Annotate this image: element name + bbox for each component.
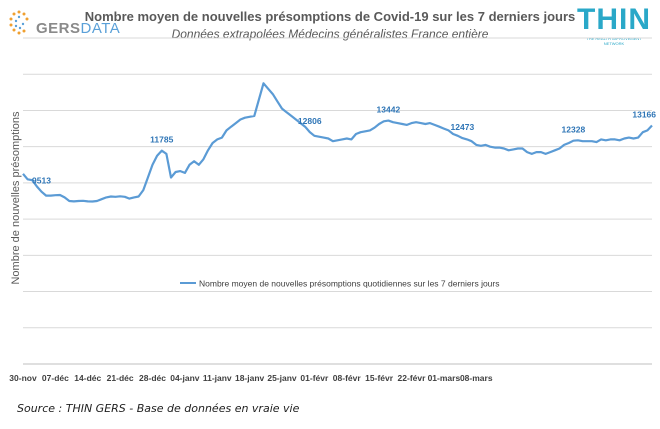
x-tick-label: 25-janv (267, 373, 297, 383)
series-line (22, 82, 653, 203)
x-tick-label: 08-févr (333, 373, 362, 383)
legend: Nombre moyen de nouvelles présomptions q… (180, 279, 500, 289)
x-tick-label: 07-déc (42, 373, 69, 383)
gersdata-logo-text-a: GERS (36, 20, 81, 37)
data-label: 12328 (562, 125, 586, 135)
x-tick-label: 30-nov (9, 373, 37, 383)
x-tick-label: 01-mars (428, 373, 461, 383)
legend-label: Nombre moyen de nouvelles présomptions q… (199, 279, 500, 289)
data-labels: 9513 11785 12806 13442 12473 12328 13166 (32, 105, 656, 186)
thin-logo-text: THIN (577, 3, 651, 36)
x-axis-ticks: 30-nov 07-déc 14-déc 21-déc 28-déc 04-janv 11-… (9, 373, 493, 383)
chart-title: Nombre moyen de nouvelles présomptions d… (84, 9, 576, 24)
x-tick-label: 08-mars (460, 373, 493, 383)
y-axis-label: Nombre de nouvelles présomptions (10, 111, 22, 285)
gersdata-logo: GERSDATA (6, 6, 120, 42)
x-tick-label: 04-janv (170, 373, 200, 383)
x-tick-label: 28-déc (139, 373, 166, 383)
chart-grid (23, 37, 652, 365)
data-label: 9513 (32, 176, 51, 186)
series-group (22, 82, 653, 203)
gersdata-dots-icon (9, 10, 29, 35)
data-label: 13166 (632, 110, 656, 120)
gersdata-logo-text: GERSDATA (36, 20, 120, 37)
x-tick-label: 18-janv (235, 373, 265, 383)
x-tick-label: 22-févr (398, 373, 427, 383)
x-tick-label: 01-févr (300, 373, 329, 383)
gersdata-logo-text-b: DATA (80, 20, 121, 37)
source-note: Source : THIN GERS - Base de données en … (17, 402, 300, 415)
data-label: 13442 (377, 105, 401, 115)
data-label: 11785 (150, 135, 173, 145)
data-label: 12473 (451, 122, 475, 132)
data-label: 12806 (298, 116, 322, 126)
x-tick-label: 21-déc (107, 373, 134, 383)
x-tick-label: 15-févr (365, 373, 394, 383)
x-tick-label: 14-déc (74, 373, 101, 383)
x-tick-label: 11-janv (203, 373, 232, 383)
